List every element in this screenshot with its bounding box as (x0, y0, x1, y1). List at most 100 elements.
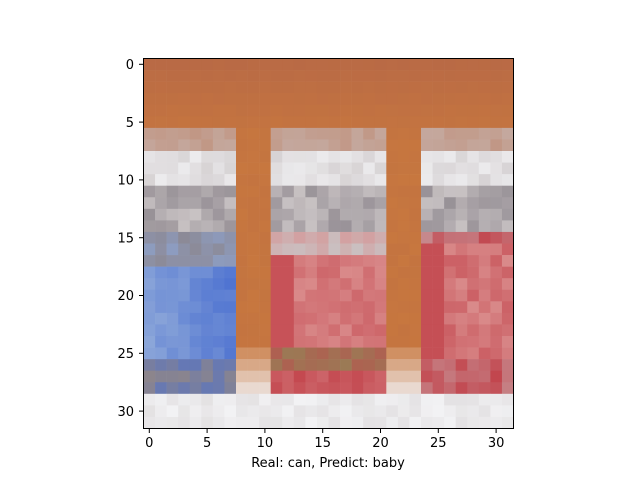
image-pixel (444, 231, 456, 244)
image-pixel (478, 93, 491, 106)
image-pixel (189, 208, 202, 221)
image-pixel (421, 382, 433, 395)
image-pixel (328, 231, 341, 244)
image-pixel (247, 312, 260, 325)
image-pixel (374, 81, 387, 94)
image-pixel (247, 243, 260, 256)
image-pixel (270, 185, 283, 198)
image-pixel (270, 116, 283, 129)
image-pixel (201, 393, 214, 406)
image-pixel (224, 174, 237, 186)
image-pixel (501, 151, 514, 163)
image-pixel (490, 93, 503, 106)
image-pixel (409, 243, 422, 256)
image-pixel (374, 197, 387, 210)
image-pixel (340, 359, 352, 371)
image-pixel (386, 382, 399, 395)
image-pixel (340, 127, 352, 140)
image-pixel (386, 243, 399, 256)
image-pixel (421, 266, 433, 279)
image-pixel (467, 231, 480, 244)
image-pixel (340, 220, 352, 233)
image-pixel (189, 416, 202, 429)
image-pixel (490, 301, 503, 314)
image-pixel (166, 162, 179, 175)
image-pixel (143, 197, 156, 210)
image-pixel (455, 93, 468, 106)
image-pixel (166, 174, 179, 186)
image-pixel (478, 162, 491, 175)
image-pixel (316, 116, 329, 129)
image-pixel (189, 174, 202, 186)
image-pixel (201, 278, 214, 291)
image-pixel (490, 278, 503, 291)
image-pixel (432, 185, 445, 198)
y-tick-label: 30 (117, 405, 134, 420)
image-pixel (397, 220, 410, 233)
image-pixel (282, 416, 295, 429)
image-pixel (455, 151, 468, 163)
image-pixel (212, 127, 225, 140)
image-pixel (455, 70, 468, 82)
image-pixel (293, 162, 306, 175)
image-pixel (421, 70, 433, 82)
image-pixel (155, 301, 167, 314)
image-pixel (478, 197, 491, 210)
image-pixel (374, 231, 387, 244)
image-pixel (490, 393, 503, 406)
image-pixel (490, 58, 503, 71)
image-pixel (282, 312, 295, 325)
image-pixel (340, 162, 352, 175)
image-pixel (259, 312, 271, 325)
image-pixel (247, 255, 260, 267)
image-pixel (247, 185, 260, 198)
image-pixel (155, 266, 167, 279)
image-pixel (363, 220, 376, 233)
image-pixel (166, 370, 179, 383)
image-pixel (467, 243, 480, 256)
image-pixel (351, 127, 364, 140)
image-pixel (201, 127, 214, 140)
image-pixel (340, 104, 352, 117)
image-pixel (155, 58, 167, 71)
image-pixel (293, 324, 306, 337)
image-pixel (490, 197, 503, 210)
image-pixel (305, 174, 318, 186)
image-pixel (409, 104, 422, 117)
image-pixel (189, 266, 202, 279)
image-pixel (305, 405, 318, 418)
image-pixel (490, 359, 503, 371)
image-pixel (386, 405, 399, 418)
image-pixel (189, 162, 202, 175)
image-pixel (155, 127, 167, 140)
image-pixel (178, 197, 191, 210)
image-pixel (490, 405, 503, 418)
image-pixel (212, 231, 225, 244)
image-pixel (397, 289, 410, 302)
image-pixel (467, 139, 480, 152)
image-pixel (397, 185, 410, 198)
image-pixel (490, 162, 503, 175)
image-pixel (143, 104, 156, 117)
image-pixel (247, 301, 260, 314)
image-pixel (397, 278, 410, 291)
image-pixel (351, 405, 364, 418)
image-pixel (143, 58, 156, 71)
image-pixel (501, 185, 514, 198)
image-pixel (282, 278, 295, 291)
image-pixel (316, 324, 329, 337)
image-pixel (189, 185, 202, 198)
image-pixel (421, 81, 433, 94)
image-pixel (421, 359, 433, 371)
image-pixel (282, 58, 295, 71)
image-pixel (201, 301, 214, 314)
image-pixel (247, 197, 260, 210)
image-pixel (455, 127, 468, 140)
image-pixel (143, 208, 156, 221)
image-pixel (282, 174, 295, 186)
image-pixel (374, 127, 387, 140)
image-pixel (340, 81, 352, 94)
image-pixel (201, 70, 214, 82)
image-pixel (293, 81, 306, 94)
x-tick-label: 20 (372, 436, 389, 451)
